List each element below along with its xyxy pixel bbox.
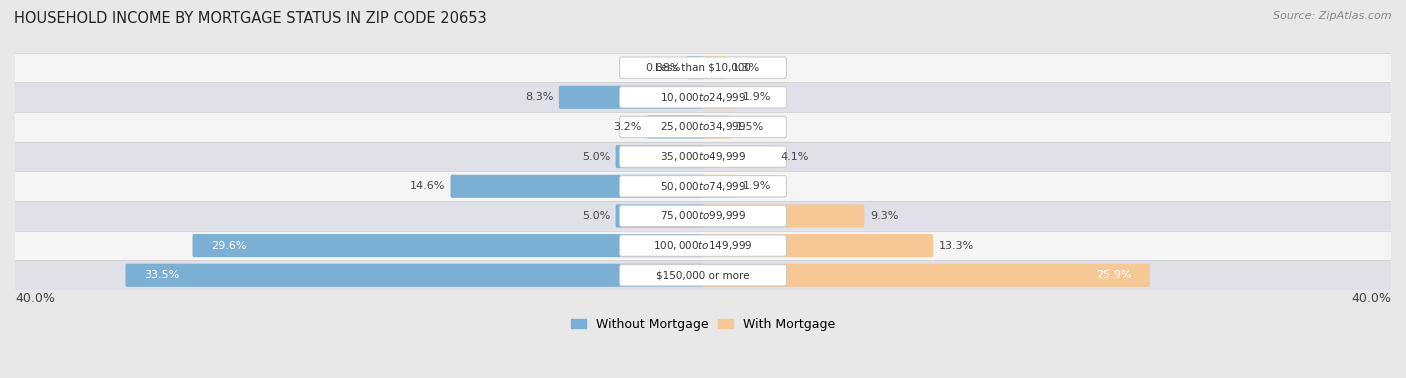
FancyBboxPatch shape <box>15 53 1391 82</box>
Text: $100,000 to $149,999: $100,000 to $149,999 <box>654 239 752 252</box>
FancyBboxPatch shape <box>616 145 704 168</box>
FancyBboxPatch shape <box>15 231 1391 260</box>
Text: 40.0%: 40.0% <box>1351 293 1391 305</box>
Text: 8.3%: 8.3% <box>524 92 554 102</box>
FancyBboxPatch shape <box>620 205 786 227</box>
Text: 1.9%: 1.9% <box>742 92 770 102</box>
FancyBboxPatch shape <box>620 265 786 286</box>
Text: 40.0%: 40.0% <box>15 293 55 305</box>
Text: $25,000 to $34,999: $25,000 to $34,999 <box>659 121 747 133</box>
FancyBboxPatch shape <box>702 264 1150 287</box>
FancyBboxPatch shape <box>620 57 786 78</box>
FancyBboxPatch shape <box>15 260 1391 290</box>
FancyBboxPatch shape <box>15 201 1391 231</box>
FancyBboxPatch shape <box>702 86 737 109</box>
Text: Source: ZipAtlas.com: Source: ZipAtlas.com <box>1274 11 1392 21</box>
Text: 13.3%: 13.3% <box>939 241 974 251</box>
Text: 5.0%: 5.0% <box>582 211 610 221</box>
Text: 9.3%: 9.3% <box>870 211 898 221</box>
FancyBboxPatch shape <box>702 234 934 257</box>
Text: 25.9%: 25.9% <box>1095 270 1132 280</box>
Text: 4.1%: 4.1% <box>780 152 808 162</box>
Legend: Without Mortgage, With Mortgage: Without Mortgage, With Mortgage <box>565 313 841 336</box>
Text: 1.9%: 1.9% <box>742 181 770 191</box>
FancyBboxPatch shape <box>702 115 730 138</box>
Text: 29.6%: 29.6% <box>211 241 246 251</box>
Text: $50,000 to $74,999: $50,000 to $74,999 <box>659 180 747 193</box>
FancyBboxPatch shape <box>620 87 786 108</box>
FancyBboxPatch shape <box>125 264 704 287</box>
Text: 33.5%: 33.5% <box>143 270 179 280</box>
FancyBboxPatch shape <box>647 115 704 138</box>
Text: $75,000 to $99,999: $75,000 to $99,999 <box>659 209 747 222</box>
FancyBboxPatch shape <box>702 56 727 79</box>
Text: 1.3%: 1.3% <box>733 63 761 73</box>
Text: HOUSEHOLD INCOME BY MORTGAGE STATUS IN ZIP CODE 20653: HOUSEHOLD INCOME BY MORTGAGE STATUS IN Z… <box>14 11 486 26</box>
FancyBboxPatch shape <box>686 56 704 79</box>
Text: 1.5%: 1.5% <box>735 122 763 132</box>
Text: 5.0%: 5.0% <box>582 152 610 162</box>
FancyBboxPatch shape <box>15 112 1391 142</box>
FancyBboxPatch shape <box>450 175 704 198</box>
FancyBboxPatch shape <box>702 145 775 168</box>
FancyBboxPatch shape <box>15 142 1391 172</box>
FancyBboxPatch shape <box>620 146 786 167</box>
Text: 0.88%: 0.88% <box>645 63 681 73</box>
Text: 14.6%: 14.6% <box>409 181 446 191</box>
Text: $10,000 to $24,999: $10,000 to $24,999 <box>659 91 747 104</box>
FancyBboxPatch shape <box>558 86 704 109</box>
FancyBboxPatch shape <box>15 172 1391 201</box>
FancyBboxPatch shape <box>702 175 737 198</box>
Text: $150,000 or more: $150,000 or more <box>657 270 749 280</box>
FancyBboxPatch shape <box>15 82 1391 112</box>
FancyBboxPatch shape <box>620 176 786 197</box>
Text: Less than $10,000: Less than $10,000 <box>655 63 751 73</box>
FancyBboxPatch shape <box>616 204 704 228</box>
FancyBboxPatch shape <box>702 204 865 228</box>
Text: $35,000 to $49,999: $35,000 to $49,999 <box>659 150 747 163</box>
FancyBboxPatch shape <box>193 234 704 257</box>
FancyBboxPatch shape <box>620 235 786 256</box>
FancyBboxPatch shape <box>620 116 786 138</box>
Text: 3.2%: 3.2% <box>613 122 641 132</box>
